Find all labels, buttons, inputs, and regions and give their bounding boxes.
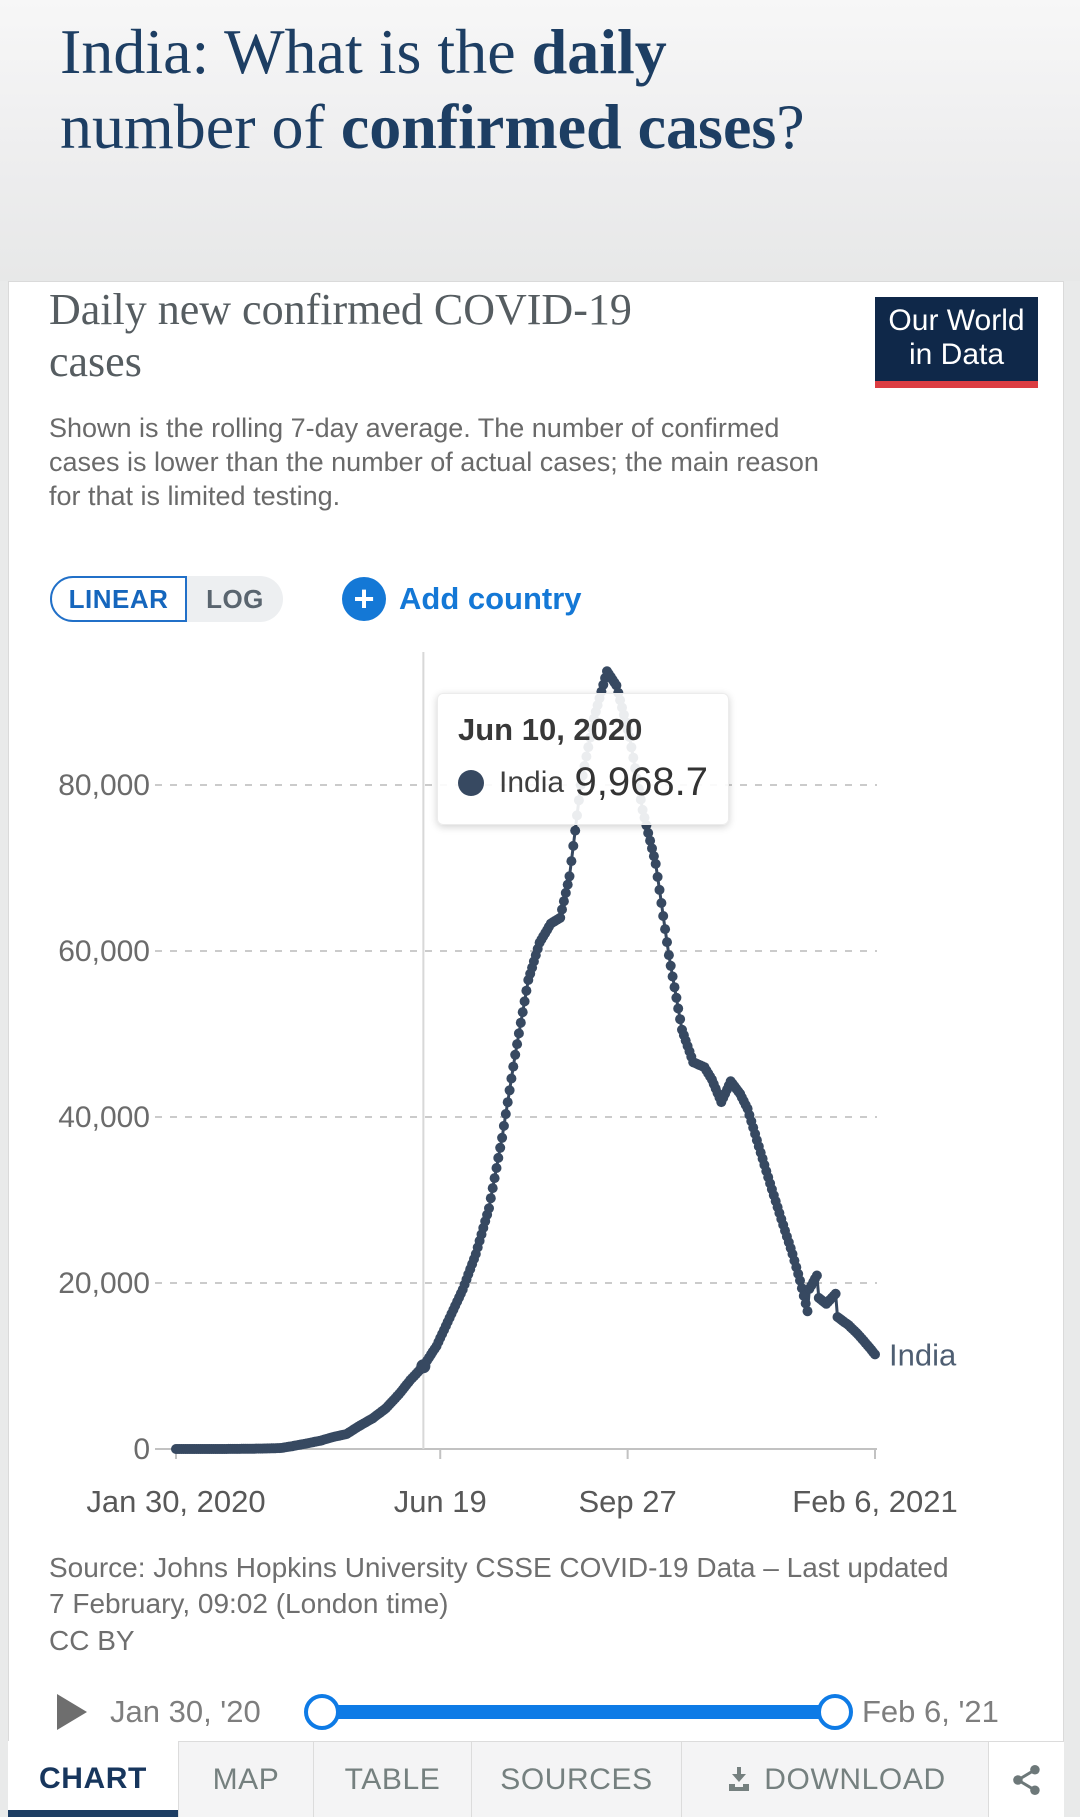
chart-title: Daily new confirmed COVID-19 cases xyxy=(49,285,632,386)
active-tab-underline xyxy=(8,1810,178,1817)
owid-logo-red-bar xyxy=(875,381,1038,388)
tab-bar: CHART MAP TABLE SOURCES DOWNLOAD xyxy=(8,1741,1064,1817)
chart-footer: Source: Johns Hopkins University CSSE CO… xyxy=(49,1550,949,1659)
tab-table-label: TABLE xyxy=(344,1762,441,1796)
chart-subtitle: Shown is the rolling 7-day average. The … xyxy=(49,413,819,511)
license-link[interactable]: CC BY xyxy=(49,1625,135,1656)
tooltip-date: Jun 10, 2020 xyxy=(458,712,643,747)
tab-table[interactable]: TABLE xyxy=(313,1741,471,1817)
share-button[interactable] xyxy=(988,1741,1064,1817)
play-icon xyxy=(57,1694,87,1730)
log-button[interactable]: LOG xyxy=(187,576,283,622)
chart-controls: LINEAR LOG + Add country xyxy=(0,576,1080,622)
page-title: India: What is the daily number of confi… xyxy=(60,16,805,162)
owid-logo-text: Our World in Data xyxy=(888,304,1025,371)
tab-download[interactable]: DOWNLOAD xyxy=(681,1741,988,1817)
tab-map[interactable]: MAP xyxy=(178,1741,313,1817)
tab-download-label: DOWNLOAD xyxy=(764,1762,946,1796)
tooltip-value: 9,968.7 xyxy=(574,760,708,804)
download-icon xyxy=(729,1766,750,1791)
add-country-button[interactable]: + Add country xyxy=(342,576,582,622)
tooltip-series-name: India xyxy=(499,765,565,799)
tab-chart-label: CHART xyxy=(39,1762,147,1795)
tab-map-label: MAP xyxy=(212,1762,280,1796)
timeline-end-label: Feb 6, '21 xyxy=(862,1694,999,1729)
timeline-start-label: Jan 30, '20 xyxy=(110,1694,261,1729)
series-bullet-icon xyxy=(458,769,484,796)
plus-icon: + xyxy=(342,577,386,621)
linear-button[interactable]: LINEAR xyxy=(50,576,187,622)
share-icon xyxy=(1012,1764,1040,1795)
source-line: 7 February, 09:02 (London time) xyxy=(49,1588,449,1619)
owid-logo[interactable]: Our World in Data xyxy=(875,297,1038,388)
slider-handle-start[interactable] xyxy=(304,1694,340,1730)
tab-sources[interactable]: SOURCES xyxy=(471,1741,681,1817)
add-country-label: Add country xyxy=(399,581,582,616)
scale-toggle: LINEAR LOG xyxy=(50,576,283,622)
tab-chart[interactable]: CHART xyxy=(8,1741,178,1817)
chart-tooltip: Jun 10, 2020 India 9,968.7 xyxy=(437,693,729,825)
play-button[interactable] xyxy=(55,1692,89,1732)
source-line: Source: Johns Hopkins University CSSE CO… xyxy=(49,1552,949,1583)
tooltip-row: India 9,968.7 xyxy=(458,760,708,805)
tab-sources-label: SOURCES xyxy=(500,1762,653,1796)
page-header: India: What is the daily number of confi… xyxy=(0,0,1080,281)
timeline-slider[interactable] xyxy=(322,1705,835,1719)
timeline: Jan 30, '20 Feb 6, '21 xyxy=(0,1680,1080,1740)
slider-handle-end[interactable] xyxy=(817,1694,853,1730)
